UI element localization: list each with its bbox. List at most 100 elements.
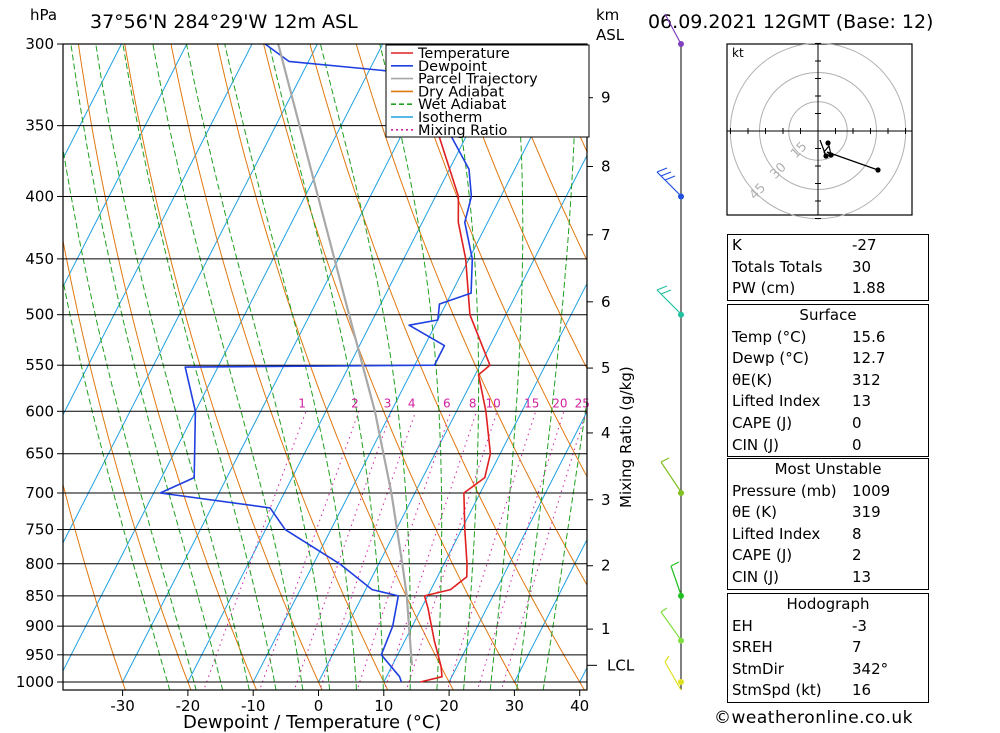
index-row: Temp (°C) 15.6: [728, 327, 928, 349]
isotherm-line: [383, 282, 587, 683]
isotherm-line: [63, 44, 188, 288]
index-label: Temp (°C): [732, 327, 807, 346]
height-tick-label: 8: [601, 157, 611, 175]
wet-adiabat-line: [542, 397, 587, 690]
wet-adiabat-line: [63, 278, 171, 690]
mixing-ratio-value: 15: [524, 396, 539, 410]
temperature-tick-label: 10: [374, 697, 393, 715]
temperature-tick-label: 40: [570, 697, 589, 715]
index-row: Lifted Index 8: [728, 524, 928, 546]
index-label: Pressure (mb): [732, 481, 837, 500]
pressure-tick-label: 700: [25, 484, 54, 502]
mixing-ratio-labels: 1 2 3 4 6 8 10 15 20 25: [298, 396, 590, 410]
index-row: CAPE (J) 0: [728, 413, 928, 435]
hodograph-point: [875, 167, 881, 173]
index-row: CIN (J) 13: [728, 567, 928, 589]
index-value: 312: [852, 370, 881, 389]
hodograph-trace: [819, 139, 879, 171]
legend-entry: Wet Adiabat: [418, 97, 507, 113]
isotherm-line: [122, 44, 449, 683]
index-value: 13: [852, 392, 872, 411]
index-table-hodograph: Hodograph EH -3 SREH 7 StmDir 342° StmSpd (kt) 1…: [727, 593, 929, 703]
dry-adiabat-line: [355, 44, 587, 587]
index-label: StmDir: [732, 659, 784, 678]
wet-adiabat-line: [379, 44, 443, 690]
mixing-ratio-value: 25: [575, 396, 590, 410]
height-tick-label: 3: [601, 491, 611, 509]
mixing-ratio-axis-label: Mixing Ratio (g/kg): [617, 366, 635, 508]
index-row: PW (cm) 1.88: [728, 278, 928, 300]
mixing-ratio-line: [405, 411, 498, 690]
isotherm-line: [318, 154, 587, 683]
index-label: K: [732, 236, 742, 254]
mixing-ratio-line: [203, 411, 307, 690]
index-section-title: Most Unstable: [774, 460, 882, 478]
wet-adiabat-line: [122, 44, 277, 690]
dry-adiabat-line: [124, 44, 323, 690]
wind-barb: [660, 457, 682, 493]
isobar-lines: [63, 43, 587, 683]
pressure-tick-label: 350: [25, 117, 54, 135]
height-tick-label: 1: [601, 620, 611, 638]
height-tick-label: 6: [601, 293, 611, 311]
index-label: Dewp (°C): [732, 349, 810, 368]
parcel-trajectory: [277, 44, 413, 666]
index-label: Lifted Index: [732, 524, 821, 543]
index-row: StmSpd (kt) 16: [728, 680, 928, 702]
hodograph-point: [823, 153, 829, 159]
index-label: CAPE (J): [732, 413, 793, 432]
dewpoint-profile: [159, 44, 474, 683]
dry-adiabat-line: [448, 44, 587, 370]
isotherm-line: [448, 410, 587, 683]
temperature-profile: [416, 44, 492, 683]
x-axis-label: Dewpoint / Temperature (°C): [183, 712, 441, 733]
pressure-tick-label: 600: [25, 402, 54, 420]
index-label: CAPE (J): [732, 546, 793, 565]
site-credit: ©weatheronline.co.uk: [714, 708, 914, 728]
wind-barb: [664, 13, 682, 45]
index-label: CIN (J): [732, 567, 780, 586]
wind-barb: [664, 655, 682, 691]
wet-adiabat-line: [268, 44, 384, 690]
isotherm-line: [187, 44, 514, 683]
index-table-general: K -27 Totals Totals 30 PW (cm) 1.88: [727, 234, 929, 301]
height-tick-label: 9: [601, 89, 611, 107]
height-tick-label: 7: [601, 226, 611, 244]
index-row: StmDir 342°: [728, 659, 928, 681]
mixing-ratio-value: 20: [552, 396, 567, 410]
temperature-tick-label: 20: [440, 697, 459, 715]
index-value: 319: [852, 503, 881, 522]
pressure-unit-label: hPa: [30, 6, 57, 24]
wet-adiabat-line: [63, 146, 197, 690]
index-row: Pressure (mb) 1009: [728, 481, 928, 503]
index-value: 15.6: [852, 327, 886, 346]
height-tick-label: 2: [601, 557, 611, 575]
mixing-ratio-value: 10: [486, 396, 501, 410]
wet-adiabat-line: [185, 44, 331, 690]
index-value: 12.7: [852, 349, 886, 368]
hodograph-point: [828, 152, 834, 158]
index-label: θE (K): [732, 503, 777, 522]
index-value: 1.88: [852, 279, 886, 298]
index-section-title: Surface: [799, 306, 857, 324]
pressure-tick-label: 400: [25, 187, 54, 205]
isotherm-line: [63, 44, 318, 544]
height-tick-label: 5: [601, 359, 611, 377]
index-value: 0: [852, 435, 862, 454]
dry-adiabat-line: [63, 238, 192, 690]
pressure-tick-label: 950: [25, 646, 54, 664]
hodograph-point: [825, 140, 831, 146]
wet-adiabat-line: [445, 44, 480, 690]
dry-adiabat-line: [216, 44, 454, 690]
index-label: EH: [732, 616, 753, 635]
pressure-tick-label: 850: [25, 587, 54, 605]
index-row: Totals Totals 30: [728, 257, 928, 279]
axes: 3003504004505005506006507007508008509009…: [16, 35, 635, 715]
wind-barb: [656, 167, 682, 197]
wind-barb: [660, 607, 682, 641]
wind-level-dot: [678, 679, 684, 685]
index-value: 8: [852, 524, 862, 543]
pressure-tick-label: 800: [25, 555, 54, 573]
